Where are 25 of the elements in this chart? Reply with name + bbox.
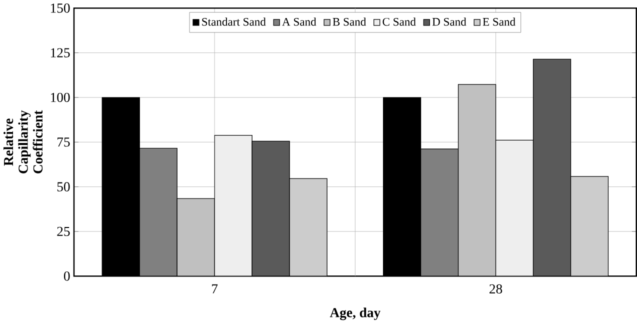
legend-label: D Sand bbox=[432, 18, 466, 26]
y-tick-label: 25 bbox=[57, 227, 70, 236]
legend-label: Standart Sand bbox=[202, 18, 266, 26]
bar bbox=[289, 178, 328, 276]
y-tick-label: 125 bbox=[50, 48, 70, 58]
legend-label: E Sand bbox=[482, 18, 516, 26]
bar bbox=[214, 135, 252, 276]
legend-label: B Sand bbox=[332, 18, 366, 26]
y-tick-label: 75 bbox=[58, 138, 70, 147]
x-tick-label: 28 bbox=[490, 284, 502, 294]
bar bbox=[176, 198, 215, 276]
y-axis-title: Relative Capillarity Coefficient bbox=[4, 110, 43, 174]
y-tick-label: 100 bbox=[50, 93, 70, 102]
bar bbox=[458, 84, 496, 276]
legend-label: C Sand bbox=[382, 18, 416, 26]
y-tick-label: 150 bbox=[50, 4, 70, 13]
bar bbox=[495, 140, 534, 276]
x-axis-title: Age, day bbox=[330, 308, 380, 320]
y-tick-label: 50 bbox=[57, 182, 70, 192]
bar bbox=[570, 176, 609, 276]
bar bbox=[532, 59, 572, 276]
x-tick-label: 7 bbox=[212, 284, 218, 294]
legend-label: A Sand bbox=[282, 18, 316, 26]
y-tick-label: 0 bbox=[64, 272, 70, 281]
bar bbox=[252, 141, 290, 276]
